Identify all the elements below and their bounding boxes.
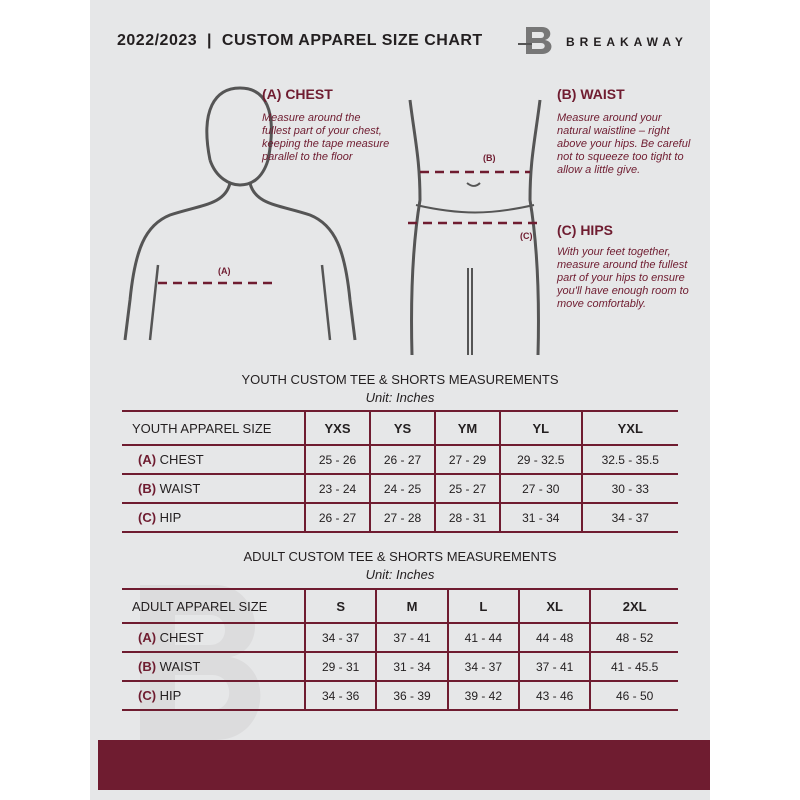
cell: 26 - 27 [304, 502, 370, 533]
cell: 31 - 34 [499, 502, 582, 533]
adult-size-table: ADULT APPAREL SIZE S M L XL 2XL (A) CHES… [122, 588, 678, 711]
adult-table-unit: Unit: Inches [365, 567, 435, 582]
cell: 25 - 27 [434, 473, 500, 504]
cell: 28 - 31 [434, 502, 500, 533]
chest-marker: (A) [218, 266, 231, 276]
cell: 39 - 42 [446, 680, 519, 711]
cell: 37 - 41 [375, 622, 448, 653]
cell: 48 - 52 [589, 622, 678, 653]
row-name: WAIST [159, 481, 201, 496]
row-name: WAIST [159, 659, 201, 674]
row-code: (B) [138, 659, 157, 674]
cell: 24 - 25 [369, 473, 435, 504]
size-header: YL [499, 410, 582, 446]
brand-name: BREAKAWAY [566, 35, 688, 49]
size-chart-page: 2022/2023 | CUSTOM APPAREL SIZE CHART BR… [90, 0, 710, 800]
waist-heading: (B) WAIST [557, 86, 625, 102]
waist-marker: (B) [483, 153, 496, 163]
hips-marker: (C) [520, 231, 533, 241]
row-label: (B) WAIST [122, 651, 305, 682]
row-name: HIP [159, 510, 182, 525]
table-row: (A) CHEST 34 - 37 37 - 41 41 - 44 44 - 48 48 … [122, 622, 678, 653]
table-row: (C) HIP 26 - 27 27 - 28 28 - 31 31 - 34 34 - … [122, 502, 678, 533]
size-header: YS [369, 410, 435, 446]
cell: 31 - 34 [375, 651, 448, 682]
cell: 44 - 48 [517, 622, 591, 653]
youth-size-table: YOUTH APPAREL SIZE YXS YS YM YL YXL (A) … [122, 410, 678, 533]
table-row: (B) WAIST 29 - 31 31 - 34 34 - 37 37 - 41 41 … [122, 651, 678, 682]
row-label: (B) WAIST [122, 473, 305, 504]
cell: 32.5 - 35.5 [580, 444, 678, 475]
cell: 25 - 26 [304, 444, 370, 475]
hips-description: With your feet together, measure around … [557, 246, 689, 310]
cell: 29 - 32.5 [499, 444, 582, 475]
size-header: XL [517, 588, 591, 624]
size-label: YOUTH APPAREL SIZE [122, 410, 305, 446]
row-label: (C) HIP [122, 502, 305, 533]
cell: 23 - 24 [304, 473, 370, 504]
cell: 34 - 37 [303, 622, 377, 653]
table-header-row: YOUTH APPAREL SIZE YXS YS YM YL YXL [122, 410, 678, 446]
waist-description: Measure around your natural waistline – … [557, 112, 691, 176]
cell: 41 - 44 [446, 622, 519, 653]
row-code: (B) [138, 481, 157, 496]
cell: 29 - 31 [303, 651, 377, 682]
hips-heading: (C) HIPS [557, 222, 613, 238]
youth-table-title: YOUTH CUSTOM TEE & SHORTS MEASUREMENTS [241, 372, 559, 387]
table-row: (A) CHEST 25 - 26 26 - 27 27 - 29 29 - 32.5 3… [122, 444, 678, 475]
row-label: (A) CHEST [122, 622, 305, 653]
cell: 41 - 45.5 [589, 651, 678, 682]
cell: 36 - 39 [375, 680, 448, 711]
adult-table-title: ADULT CUSTOM TEE & SHORTS MEASUREMENTS [243, 549, 557, 564]
chest-description: Measure around the fullest part of your … [262, 112, 390, 163]
cell: 34 - 36 [303, 680, 377, 711]
table-row: (B) WAIST 23 - 24 24 - 25 25 - 27 27 - 30 30 … [122, 473, 678, 504]
breakaway-logo-icon [518, 27, 552, 54]
cell: 34 - 37 [446, 651, 519, 682]
youth-table-unit: Unit: Inches [365, 390, 435, 405]
row-label: (C) HIP [122, 680, 305, 711]
row-name: CHEST [159, 630, 204, 645]
cell: 43 - 46 [517, 680, 591, 711]
cell: 37 - 41 [517, 651, 591, 682]
row-code: (A) [138, 452, 157, 467]
cell: 26 - 27 [369, 444, 435, 475]
size-header: YXL [580, 410, 678, 446]
page-title: 2022/2023 | CUSTOM APPAREL SIZE CHART [117, 32, 483, 49]
cell: 27 - 28 [369, 502, 435, 533]
size-header: S [303, 588, 377, 624]
table-header-row: ADULT APPAREL SIZE S M L XL 2XL [122, 588, 678, 624]
row-name: HIP [159, 688, 182, 703]
row-code: (C) [138, 510, 157, 525]
cell: 27 - 29 [434, 444, 500, 475]
size-header: YXS [304, 410, 370, 446]
cell: 46 - 50 [589, 680, 678, 711]
chest-heading: (A) CHEST [262, 86, 333, 102]
cell: 27 - 30 [499, 473, 582, 504]
size-header: YM [434, 410, 500, 446]
footer-band [98, 740, 710, 790]
row-code: (A) [138, 630, 157, 645]
size-header: M [375, 588, 448, 624]
size-label: ADULT APPAREL SIZE [122, 588, 305, 624]
cell: 34 - 37 [580, 502, 678, 533]
row-label: (A) CHEST [122, 444, 305, 475]
table-row: (C) HIP 34 - 36 36 - 39 39 - 42 43 - 46 46 - … [122, 680, 678, 711]
size-header: 2XL [589, 588, 678, 624]
row-name: CHEST [159, 452, 204, 467]
cell: 30 - 33 [580, 473, 678, 504]
row-code: (C) [138, 688, 157, 703]
size-header: L [446, 588, 519, 624]
body-diagram [123, 86, 542, 356]
